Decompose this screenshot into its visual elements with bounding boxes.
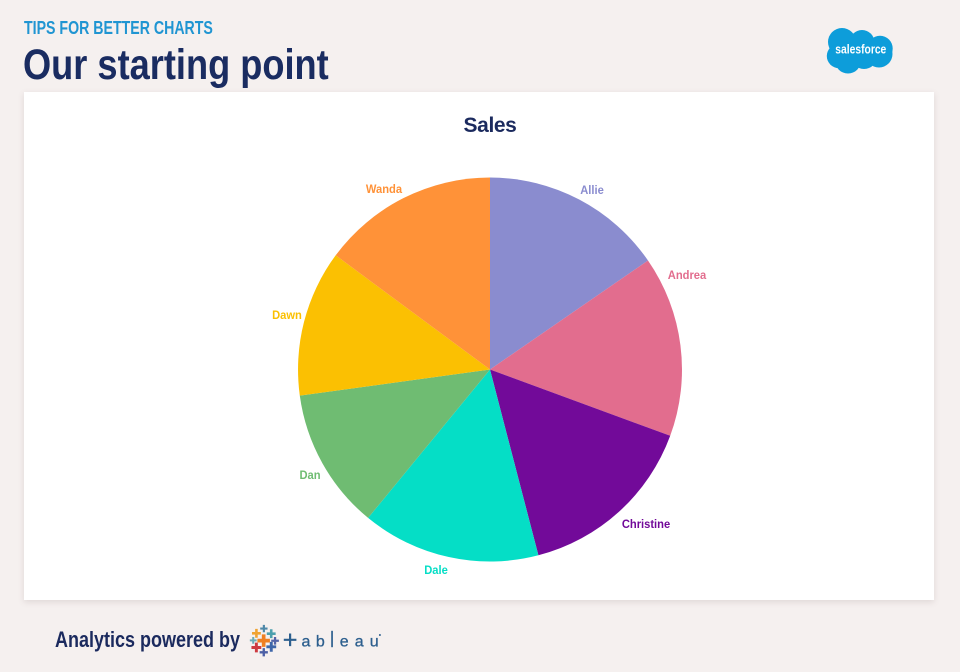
svg-text:b: b xyxy=(316,633,325,650)
svg-text:e: e xyxy=(340,633,349,650)
svg-text:a: a xyxy=(302,633,311,650)
svg-text:a: a xyxy=(355,633,364,650)
svg-text:salesforce: salesforce xyxy=(835,41,886,56)
svg-text:u: u xyxy=(370,633,379,650)
